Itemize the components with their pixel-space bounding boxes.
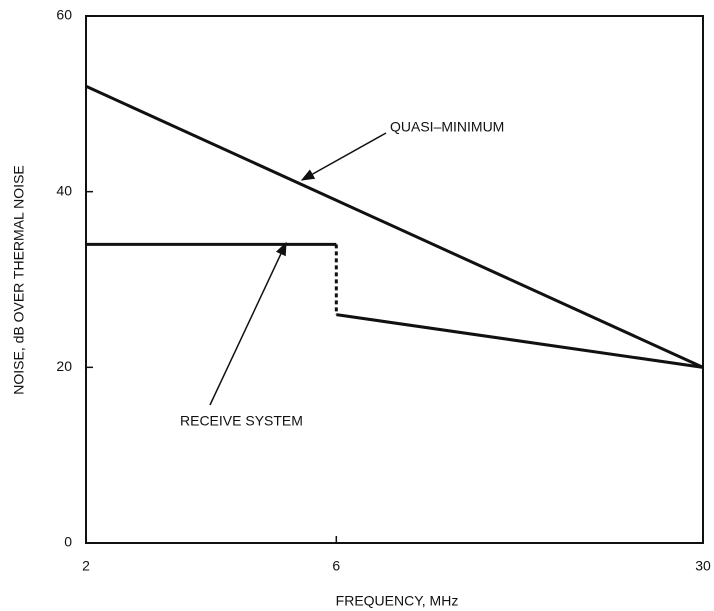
x-tick-label: 30 — [695, 558, 711, 574]
annotation-arrow — [300, 132, 387, 181]
annotation-arrow — [209, 241, 287, 406]
y-tick-label: 40 — [56, 182, 72, 198]
annotation: RECEIVE SYSTEM — [180, 413, 303, 429]
y-tick-label: 20 — [56, 358, 72, 374]
x-tick-label: 2 — [82, 558, 90, 574]
line-segment — [336, 313, 704, 369]
line-segment — [85, 84, 704, 369]
annotation: QUASI–MINIMUM — [390, 119, 504, 135]
y-tick-label: 0 — [64, 534, 72, 550]
y-tick-label: 60 — [56, 7, 72, 23]
y-axis-label: NOISE, dB OVER THERMAL NOISE — [11, 165, 27, 395]
x-tick-label: 6 — [332, 558, 340, 574]
x-axis-label: FREQUENCY, MHz — [336, 593, 459, 609]
plot-frame — [85, 15, 704, 544]
